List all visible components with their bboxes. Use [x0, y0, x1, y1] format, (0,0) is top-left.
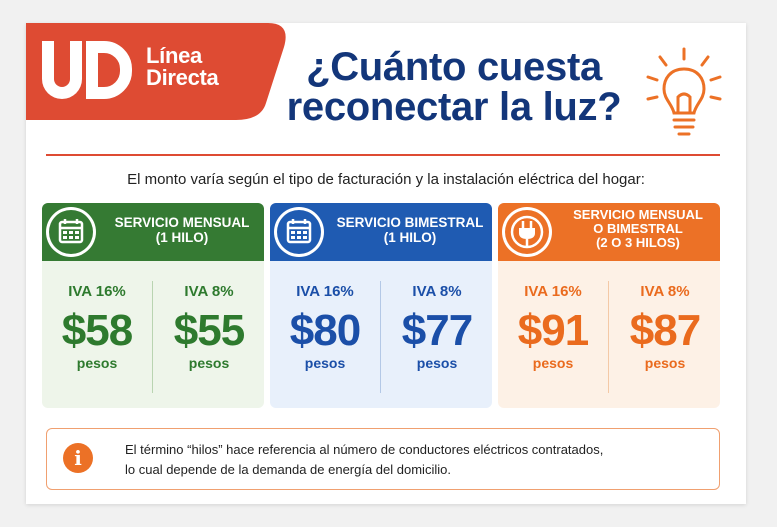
brand-name: Línea Directa — [146, 45, 219, 89]
info-note-text: El término “hilos” hace referencia al nú… — [125, 440, 705, 480]
iva-label: IVA 8% — [412, 283, 462, 300]
title-line-1: ¿Cuánto cuesta — [306, 45, 602, 89]
service-title: SERVICIO MENSUAL (1 HILO) — [104, 215, 260, 245]
price-column-iva16: IVA 16% $91 pesos — [498, 283, 608, 371]
iva-label: IVA 8% — [184, 283, 234, 300]
brand-line-2: Directa — [146, 65, 219, 90]
service-title-line: (1 HILO) — [155, 230, 209, 245]
iva-label: IVA 16% — [524, 283, 582, 300]
service-title-line: SERVICIO BIMESTRAL — [336, 215, 484, 230]
price-column-iva8: IVA 8% $55 pesos — [154, 283, 264, 371]
service-card-bimestral: SERVICIO BIMESTRAL (1 HILO) IVA 16% $80 … — [270, 203, 492, 408]
ud-logo-icon — [42, 41, 140, 101]
price-unit: pesos — [416, 355, 458, 371]
info-note-line: El término “hilos” hace referencia al nú… — [125, 442, 604, 457]
iva-label: IVA 16% — [68, 283, 126, 300]
service-title: SERVICIO BIMESTRAL (1 HILO) — [332, 215, 488, 245]
iva-label: IVA 16% — [296, 283, 354, 300]
price-column-iva8: IVA 8% $77 pesos — [382, 283, 492, 371]
logo-block: Línea Directa — [26, 23, 316, 120]
brand-line-1: Línea — [146, 43, 202, 68]
header-divider — [46, 154, 720, 156]
service-title-line: (1 HILO) — [383, 230, 437, 245]
price-column-iva16: IVA 16% $58 pesos — [42, 283, 152, 371]
price-unit: pesos — [304, 355, 346, 371]
service-card-mensual-bimestral-multi: SERVICIO MENSUAL O BIMESTRAL (2 O 3 HILO… — [498, 203, 720, 408]
lightbulb-icon — [646, 47, 722, 136]
column-divider — [152, 281, 153, 393]
service-header: SERVICIO MENSUAL (1 HILO) — [42, 203, 264, 261]
column-divider — [380, 281, 381, 393]
page-title: ¿Cuánto cuesta reconectar la luz? — [284, 47, 624, 127]
service-title-line: SERVICIO MENSUAL — [573, 207, 703, 222]
price-amount: $80 — [289, 306, 361, 355]
info-note: i El término “hilos” hace referencia al … — [46, 428, 720, 490]
column-divider — [608, 281, 609, 393]
info-note-line: lo cual depende de la demanda de energía… — [125, 462, 451, 477]
price-column-iva16: IVA 16% $80 pesos — [270, 283, 380, 371]
plug-icon — [502, 207, 552, 257]
service-title-line: (2 O 3 HILOS) — [596, 235, 680, 250]
price-unit: pesos — [188, 355, 230, 371]
title-line-2: reconectar la luz? — [286, 85, 622, 129]
service-card-mensual: SERVICIO MENSUAL (1 HILO) IVA 16% $58 pe… — [42, 203, 264, 408]
price-amount: $55 — [173, 306, 245, 355]
infographic-card: Línea Directa ¿Cuánto cuesta reconectar … — [26, 23, 746, 504]
price-unit: pesos — [644, 355, 686, 371]
service-title-line: SERVICIO MENSUAL — [114, 215, 250, 230]
price-amount: $58 — [61, 306, 133, 355]
service-title-line: O BIMESTRAL — [593, 221, 683, 236]
price-amount: $91 — [517, 306, 589, 355]
price-column-iva8: IVA 8% $87 pesos — [610, 283, 720, 371]
calendar-icon — [274, 207, 324, 257]
price-unit: pesos — [532, 355, 574, 371]
service-title: SERVICIO MENSUAL O BIMESTRAL (2 O 3 HILO… — [560, 208, 716, 250]
price-unit: pesos — [76, 355, 118, 371]
service-header: SERVICIO BIMESTRAL (1 HILO) — [270, 203, 492, 261]
info-icon: i — [63, 443, 93, 473]
intro-text: El monto varía según el tipo de facturac… — [127, 171, 645, 188]
price-amount: $87 — [629, 306, 701, 355]
service-header: SERVICIO MENSUAL O BIMESTRAL (2 O 3 HILO… — [498, 203, 720, 261]
iva-label: IVA 8% — [640, 283, 690, 300]
price-amount: $77 — [401, 306, 473, 355]
calendar-icon — [46, 207, 96, 257]
